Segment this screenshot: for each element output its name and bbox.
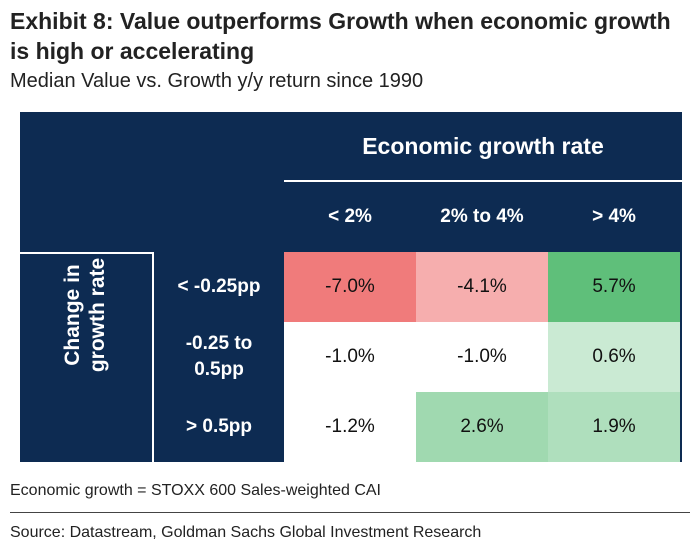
- heatmap-cell: -1.0%: [416, 322, 548, 392]
- heatmap-cell: -7.0%: [284, 252, 416, 322]
- row-header-line: > 0.5pp: [186, 416, 252, 437]
- heatmap-cell: -4.1%: [416, 252, 548, 322]
- row-header: -0.25 to 0.5pp: [154, 322, 284, 392]
- row-group-divider: [20, 252, 152, 254]
- row-header-line: < -0.25pp: [177, 276, 261, 297]
- heatmap-cell: 2.6%: [416, 392, 548, 462]
- chart-subtitle: Median Value vs. Growth y/y return since…: [10, 70, 424, 92]
- row-label-divider: [152, 252, 154, 462]
- heatmap-table: Economic growth rate Change in growth ra…: [20, 112, 682, 462]
- chart-title: Exhibit 8: Value outperforms Growth when…: [10, 8, 671, 64]
- heatmap-cell: -1.0%: [284, 322, 416, 392]
- row-header-line: -0.25 to: [185, 333, 253, 354]
- heatmap-cell: 1.9%: [548, 392, 680, 462]
- column-group-header: Economic growth rate: [362, 132, 604, 159]
- column-group-divider: [284, 180, 682, 182]
- source-note: Source: Datastream, Goldman Sachs Global…: [10, 524, 482, 541]
- heatmap-cell: 5.7%: [548, 252, 680, 322]
- column-header: > 4%: [592, 206, 636, 227]
- column-header: 2% to 4%: [440, 206, 524, 227]
- heatmap-cell: 0.6%: [548, 322, 680, 392]
- row-header: < -0.25pp: [154, 252, 284, 322]
- footnote: Economic growth = STOXX 600 Sales-weight…: [10, 482, 381, 499]
- heatmap-cell: -1.2%: [284, 392, 416, 462]
- column-header: < 2%: [328, 206, 372, 227]
- row-header-line: 0.5pp: [194, 359, 244, 380]
- source-divider: [10, 512, 690, 513]
- row-group-header: Change in growth rate: [61, 257, 109, 373]
- row-header: > 0.5pp: [154, 392, 284, 462]
